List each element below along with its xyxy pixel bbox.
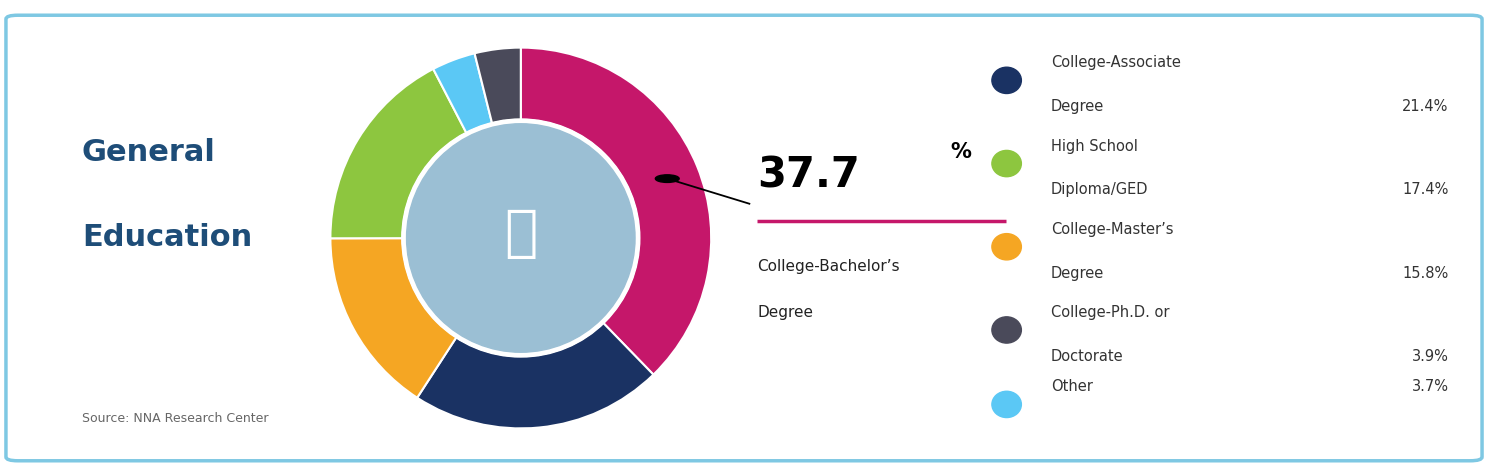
Text: Other: Other (1051, 379, 1092, 395)
Text: High School: High School (1051, 139, 1138, 154)
Text: 21.4%: 21.4% (1402, 99, 1448, 114)
Text: Degree: Degree (757, 305, 814, 320)
Circle shape (992, 150, 1021, 177)
Wedge shape (521, 48, 711, 375)
Text: 15.8%: 15.8% (1402, 266, 1448, 280)
Text: 17.4%: 17.4% (1402, 182, 1448, 198)
Circle shape (406, 124, 635, 352)
Text: 🎓: 🎓 (504, 207, 537, 261)
Circle shape (992, 317, 1021, 343)
Text: 3.9%: 3.9% (1412, 349, 1448, 364)
Circle shape (992, 67, 1021, 93)
Text: College-Associate: College-Associate (1051, 55, 1180, 70)
Text: Diploma/GED: Diploma/GED (1051, 182, 1149, 198)
Circle shape (402, 119, 640, 357)
Text: College-Ph.D. or: College-Ph.D. or (1051, 305, 1170, 320)
Circle shape (992, 234, 1021, 260)
Text: Doctorate: Doctorate (1051, 349, 1123, 364)
Text: Education: Education (82, 224, 251, 252)
Text: Degree: Degree (1051, 99, 1104, 114)
Wedge shape (330, 69, 467, 238)
Wedge shape (433, 53, 493, 133)
Text: College-Master’s: College-Master’s (1051, 222, 1174, 237)
Text: 3.7%: 3.7% (1412, 379, 1448, 395)
Text: 37.7: 37.7 (757, 154, 860, 196)
Text: Degree: Degree (1051, 266, 1104, 280)
Wedge shape (330, 238, 457, 398)
Wedge shape (417, 323, 653, 428)
Wedge shape (475, 48, 521, 123)
Text: College-Bachelor’s: College-Bachelor’s (757, 259, 900, 274)
Text: %: % (951, 142, 972, 162)
Circle shape (992, 391, 1021, 417)
Text: Source: NNA Research Center: Source: NNA Research Center (82, 412, 268, 426)
Text: General: General (82, 138, 216, 167)
